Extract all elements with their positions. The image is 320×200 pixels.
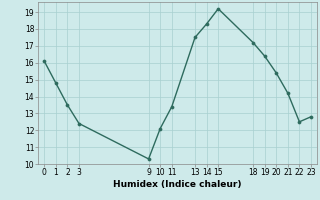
X-axis label: Humidex (Indice chaleur): Humidex (Indice chaleur) (113, 180, 242, 189)
